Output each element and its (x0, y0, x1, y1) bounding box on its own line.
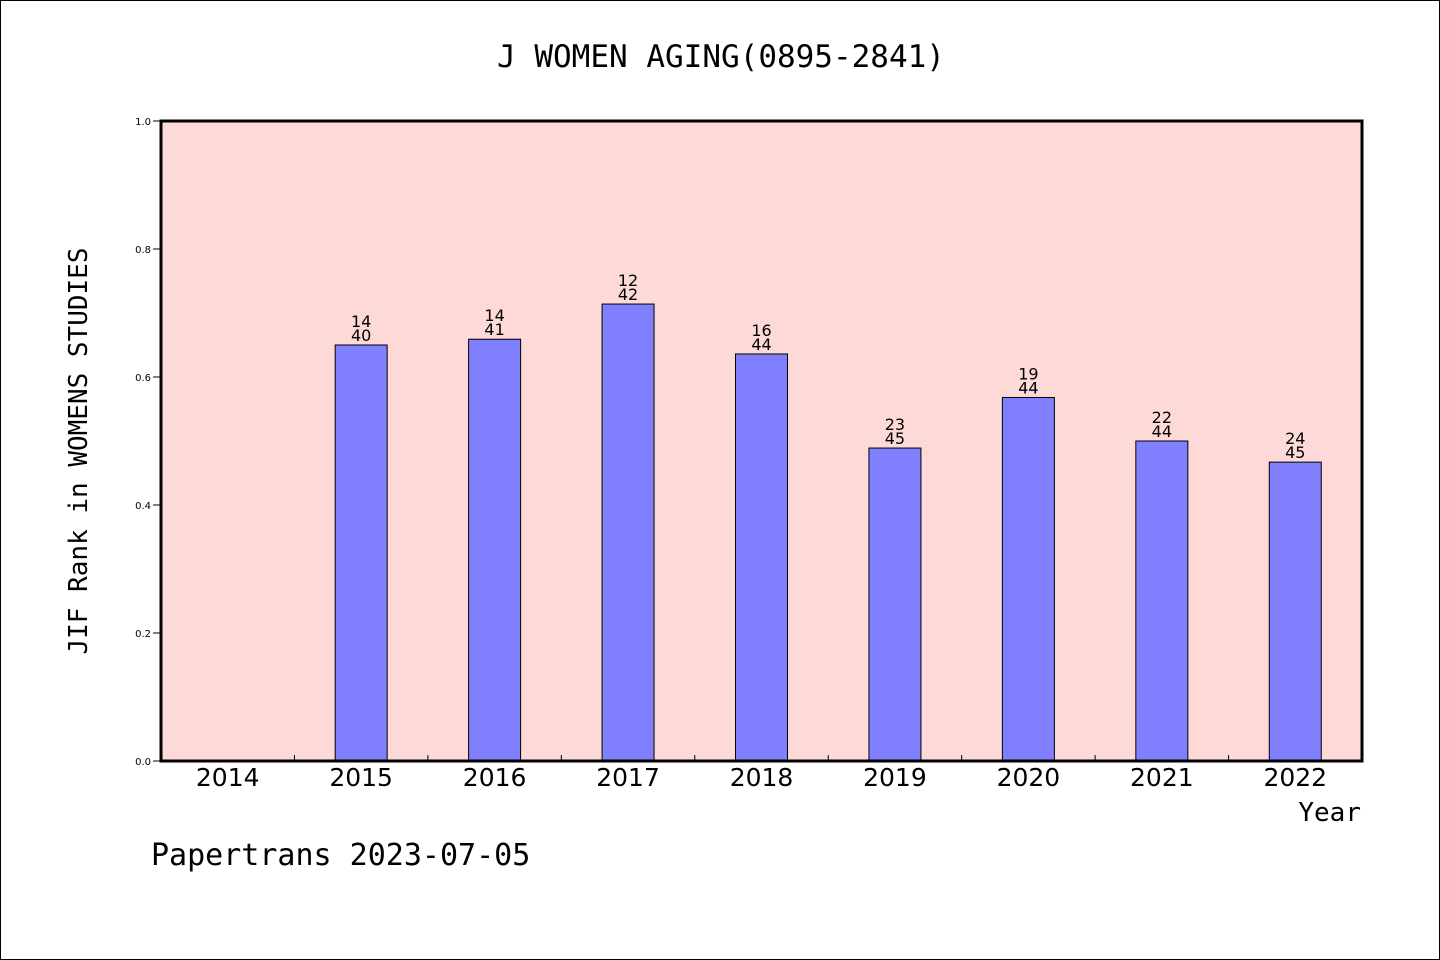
data-label-total: 44 (1018, 378, 1038, 397)
data-label-rank: 22 (1152, 408, 1172, 427)
y-axis-title: JIF Rank in WOMENS STUDIES (64, 248, 94, 655)
data-label-rank: 12 (618, 271, 638, 290)
y-tick-label: 0.2 (135, 629, 151, 640)
y-tick-label: 0.8 (135, 245, 151, 256)
data-label-rank: 23 (885, 415, 905, 434)
x-tick-label: 2014 (196, 763, 260, 792)
data-label-rank: 16 (751, 321, 771, 340)
data-label-rank: 14 (351, 312, 371, 331)
bars-layer (334, 303, 1322, 762)
x-tick-label: 2020 (997, 763, 1061, 792)
data-label-total: 44 (1152, 422, 1172, 441)
x-axis-title: Year (1298, 798, 1361, 828)
x-tick-label: 2019 (863, 763, 927, 792)
x-tick-label: 2017 (596, 763, 660, 792)
y-tick-label: 0.6 (135, 373, 151, 384)
data-label-rank: 24 (1285, 429, 1305, 448)
data-label-total: 45 (1285, 443, 1305, 462)
y-tick-label: 1.0 (135, 117, 151, 128)
data-label-total: 44 (751, 335, 771, 354)
x-tick-label: 2015 (329, 763, 393, 792)
bar (1135, 440, 1189, 762)
x-tick-label: 2016 (463, 763, 527, 792)
data-label-total: 42 (618, 285, 638, 304)
x-tick-label: 2022 (1263, 763, 1327, 792)
bar (601, 303, 655, 762)
plot-frame (159, 119, 1364, 763)
footer-credit: Papertrans 2023-07-05 (151, 838, 530, 873)
chart-title: J WOMEN AGING(0895-2841) (497, 39, 945, 75)
data-label-total: 45 (885, 429, 905, 448)
data-label-rank: 19 (1018, 364, 1038, 383)
x-axis: 2014 2015 2016 2017 2018 2019 2020 2021 2022 (196, 755, 1327, 792)
x-tick-label: 2021 (1130, 763, 1194, 792)
data-label-total: 40 (351, 326, 371, 345)
bar (868, 447, 922, 762)
bar (1268, 461, 1322, 762)
y-axis: 0.0 0.2 0.4 0.6 0.8 1.0 (135, 117, 161, 768)
bar (1001, 396, 1055, 762)
data-label-rank: 14 (484, 306, 504, 325)
bar (735, 353, 788, 762)
data-label-total: 41 (484, 320, 504, 339)
bar (334, 344, 388, 762)
y-tick-label: 0.0 (135, 757, 151, 768)
x-tick-label: 2018 (730, 763, 794, 792)
bar (468, 338, 522, 762)
y-tick-label: 0.4 (135, 501, 151, 512)
